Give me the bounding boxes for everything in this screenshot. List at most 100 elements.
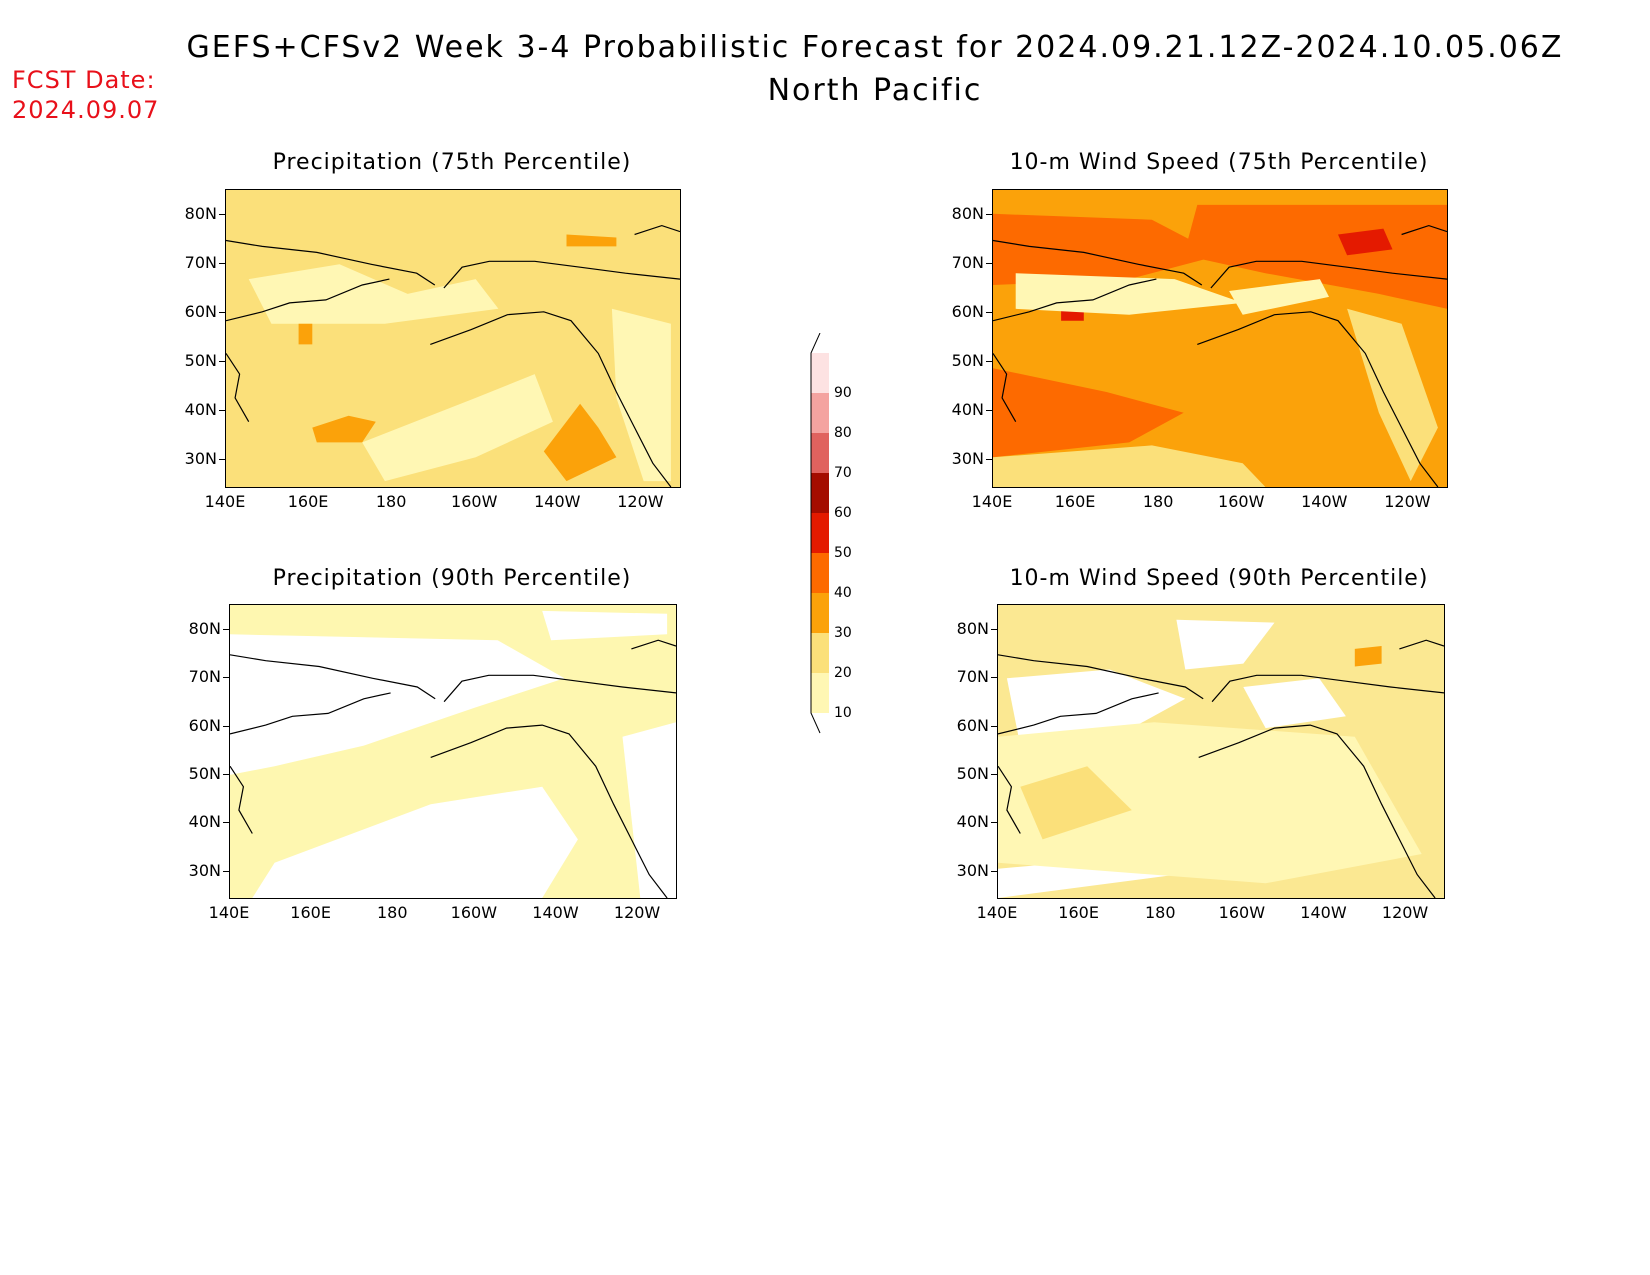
colorbar-swatch: [811, 513, 829, 553]
probability-contour-region: [993, 445, 1266, 487]
longitude-tick-label: 180: [376, 903, 408, 922]
latitude-tick-label: 50N: [184, 351, 217, 371]
latitude-tick-mark: [986, 214, 992, 216]
latitude-tick-mark: [219, 361, 225, 363]
latitude-tick-label: 30N: [956, 860, 989, 880]
longitude-tick-label: 160E: [1058, 903, 1099, 922]
latitude-tick-label: 40N: [951, 400, 984, 420]
panel-title-wind-75: 10-m Wind Speed (75th Percentile): [1009, 150, 1429, 175]
probability-contour-region: [543, 403, 617, 482]
latitude-tick-label: 80N: [188, 618, 221, 638]
latitude-tick-mark: [223, 773, 229, 775]
coastline: [230, 765, 253, 834]
probability-contour-region: [248, 264, 499, 324]
longitude-tick-label: 180: [1142, 492, 1174, 511]
longitude-tick-label: 160E: [1054, 492, 1096, 511]
latitude-tick-mark: [991, 628, 997, 630]
coastline: [1210, 260, 1447, 289]
longitude-tick-label: 140W: [532, 903, 579, 922]
coastline: [430, 311, 672, 487]
probability-contour-region: [1347, 308, 1438, 482]
latitude-tick-mark: [219, 312, 225, 314]
coastline: [230, 692, 391, 735]
longitude-tick-label: 140E: [204, 492, 246, 511]
forecast-date-value: 2024.09.07: [12, 96, 160, 124]
main-title: GEFS+CFSv2 Week 3-4 Probabilistic Foreca…: [186, 30, 1564, 65]
latitude-tick-mark: [991, 822, 997, 824]
map-precip-90: [229, 604, 677, 899]
colorbar-level-label: 60: [834, 505, 852, 521]
latitude-tick-label: 60N: [956, 715, 989, 735]
map-wind-90: [997, 604, 1445, 899]
longitude-tick-label: 120W: [1381, 903, 1429, 922]
latitude-tick-label: 30N: [951, 449, 984, 469]
coastline: [226, 239, 436, 286]
longitude-tick-label: 160W: [1218, 903, 1266, 922]
colorbar-level-label: 80: [834, 425, 852, 441]
latitude-tick-label: 70N: [188, 667, 221, 687]
region-subtitle: North Pacific: [767, 73, 983, 108]
probability-contour-region: [1243, 678, 1346, 729]
coastline: [1399, 639, 1444, 650]
latitude-tick-label: 70N: [951, 253, 984, 273]
latitude-tick-label: 40N: [956, 812, 989, 832]
coastline: [430, 724, 668, 898]
latitude-tick-mark: [991, 677, 997, 679]
coastline: [230, 654, 436, 700]
map-canvas-precip-90: [230, 605, 676, 898]
probability-contour-region: [998, 722, 1422, 884]
latitude-tick-label: 30N: [188, 860, 221, 880]
latitude-tick-label: 50N: [188, 763, 221, 783]
coastline: [443, 674, 676, 703]
latitude-tick-mark: [223, 628, 229, 630]
probability-contour-region: [993, 368, 1184, 458]
latitude-tick-label: 50N: [951, 351, 984, 371]
latitude-tick-mark: [986, 361, 992, 363]
map-precip-75: [225, 189, 681, 488]
coastline: [1198, 724, 1436, 898]
latitude-tick-label: 60N: [951, 302, 984, 322]
longitude-tick-label: 160E: [287, 492, 329, 511]
latitude-tick-mark: [991, 773, 997, 775]
map-canvas-wind-90: [998, 605, 1444, 898]
latitude-tick-label: 60N: [188, 715, 221, 735]
longitude-tick-label: 140E: [976, 903, 1018, 922]
longitude-tick-label: 160W: [1218, 492, 1265, 511]
colorbar-swatch: [811, 553, 829, 593]
longitude-tick-label: 140W: [1301, 492, 1348, 511]
longitude-tick-label: 120W: [613, 903, 661, 922]
latitude-tick-label: 80N: [184, 204, 217, 224]
panel-title-precip-75: Precipitation (75th Percentile): [272, 150, 632, 175]
colorbar-swatch: [811, 473, 829, 513]
coastline: [631, 639, 676, 650]
colorbar-canvas: [810, 332, 829, 734]
probability-contour-region: [298, 323, 313, 345]
probability-contour-region: [230, 634, 565, 775]
latitude-tick-label: 30N: [184, 449, 217, 469]
probability-contour-region: [542, 610, 668, 641]
latitude-tick-label: 80N: [951, 204, 984, 224]
latitude-tick-mark: [219, 263, 225, 265]
coastline: [1401, 224, 1447, 236]
coastline: [226, 353, 250, 422]
latitude-tick-label: 50N: [956, 763, 989, 783]
probability-contour-region: [1015, 273, 1243, 315]
latitude-tick-mark: [986, 459, 992, 461]
colorbar-outline: [810, 332, 821, 734]
colorbar-swatch: [811, 353, 829, 393]
latitude-tick-mark: [219, 214, 225, 216]
colorbar-swatch: [811, 593, 829, 633]
coastline: [443, 260, 680, 289]
coastline: [993, 239, 1203, 286]
map-canvas-wind-75: [993, 190, 1447, 487]
latitude-tick-label: 70N: [184, 253, 217, 273]
latitude-tick-label: 60N: [184, 302, 217, 322]
coastline: [1211, 674, 1444, 703]
panel-title-wind-90: 10-m Wind Speed (90th Percentile): [1009, 566, 1429, 591]
latitude-tick-label: 40N: [188, 812, 221, 832]
colorbar-swatch: [811, 673, 829, 713]
coastline: [993, 353, 1017, 422]
longitude-tick-label: 140E: [971, 492, 1013, 511]
latitude-tick-mark: [223, 822, 229, 824]
latitude-tick-mark: [986, 263, 992, 265]
